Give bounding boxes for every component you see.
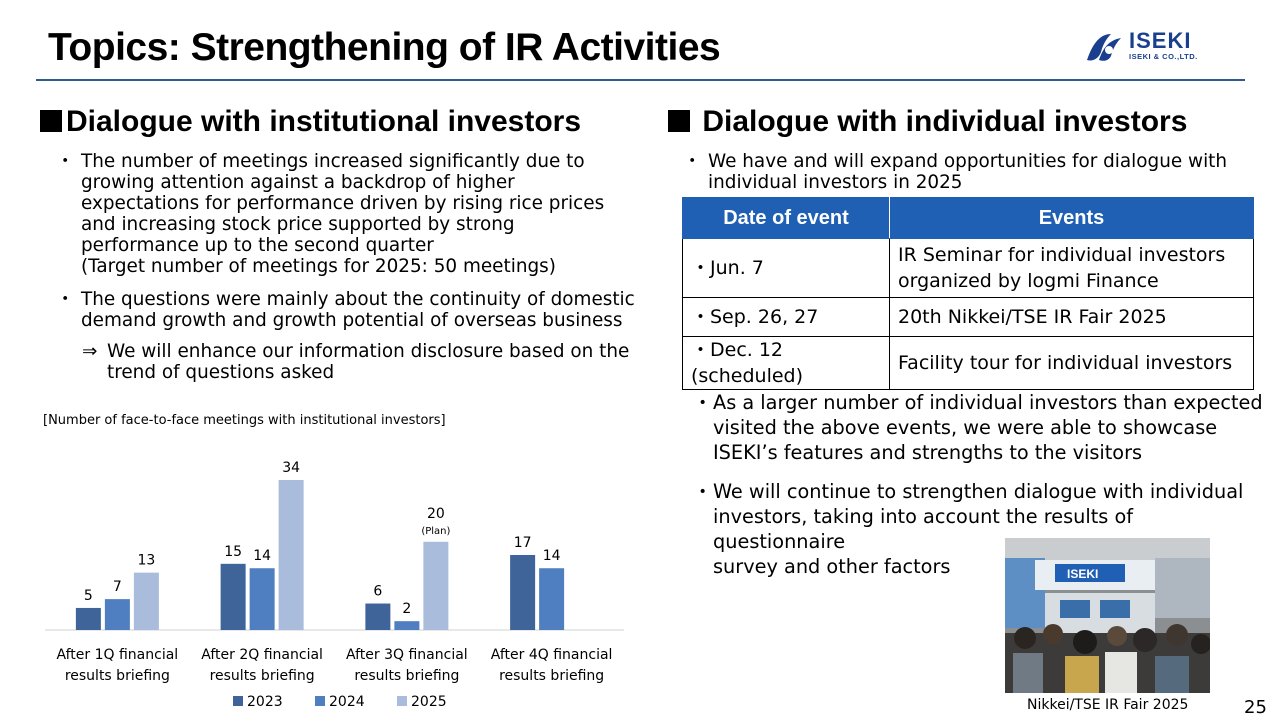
square-bullet-icon — [40, 110, 62, 132]
left-arrow-point: ⇒ We will enhance our information disclo… — [82, 341, 662, 385]
arrow-marker: ⇒ — [82, 341, 98, 362]
bullet-marker: ・ — [693, 391, 713, 414]
legend-label: 2024 — [329, 694, 365, 710]
left-bullet-1: ・ The number of meetings increased signi… — [56, 151, 656, 281]
data-label: 20 — [427, 506, 445, 522]
bullet-marker: ・ — [693, 480, 713, 503]
bar-2024-1 — [104, 599, 130, 630]
square-bullet-icon — [668, 110, 690, 132]
event-date: ・Jun. 7 — [682, 238, 890, 298]
bullet-text: The number of meetings increased signifi… — [81, 151, 605, 277]
data-label: 34 — [282, 460, 300, 476]
company-logo: ISEKI ISEKI & CO.,LTD. — [1083, 30, 1223, 64]
institutional-heading-text: Dialogue with institutional investors — [66, 105, 582, 138]
bullet-marker: ・ — [56, 289, 75, 310]
bar-2025-2 — [278, 480, 304, 630]
category-label: results briefing — [65, 668, 170, 684]
column-header-events: Events — [889, 197, 1254, 239]
right-intro-bullet: ・ We have and will expand opportunities … — [683, 151, 1263, 195]
legend-swatch-2024 — [315, 696, 325, 706]
bar-2024-4 — [539, 568, 565, 630]
right-bullet-2: ・ We will continue to strengthen dialogu… — [693, 479, 1263, 578]
table-row: ・Dec. 12 (scheduled) Facility tour for i… — [682, 336, 1254, 390]
left-bullet-2: ・ The questions were mainly about the co… — [56, 289, 656, 333]
legend-swatch-2023 — [233, 696, 243, 706]
bar-2023-1 — [75, 607, 101, 630]
events-table-header: Date of event Events — [682, 197, 1254, 239]
individual-heading-text: Dialogue with individual investors — [702, 105, 1188, 138]
legend-label: 2023 — [247, 694, 283, 710]
category-label: results briefing — [354, 668, 459, 684]
data-label: 15 — [224, 544, 242, 560]
data-label: 14 — [543, 548, 561, 564]
bullet-text: The questions were mainly about the cont… — [81, 289, 635, 331]
individual-heading: Dialogue with individual investors — [668, 105, 1187, 139]
data-label: 14 — [253, 548, 271, 564]
logo-wordmark: ISEKI — [1129, 28, 1192, 53]
chart-caption: [Number of face-to-face meetings with in… — [43, 413, 446, 428]
event-name: Facility tour for individual investors — [889, 336, 1254, 390]
event-date: ・Dec. 12 (scheduled) — [682, 336, 890, 390]
event-name: IR Seminar for individual investors orga… — [889, 238, 1254, 298]
bar-2025-1 — [133, 572, 159, 630]
title-divider — [36, 79, 1245, 81]
category-label: After 3Q financial — [346, 647, 468, 663]
events-table: Date of event Events ・Jun. 7 IR Seminar … — [682, 197, 1254, 390]
bar-2023-3 — [365, 603, 391, 630]
right-bullet-1: ・ As a larger number of individual inves… — [693, 390, 1263, 470]
bullet-marker: ・ — [56, 151, 75, 172]
legend-label: 2025 — [411, 694, 447, 710]
data-label: 13 — [137, 553, 155, 569]
photo-caption: Nikkei/TSE IR Fair 2025 — [1027, 697, 1189, 713]
bullet-marker: ・ — [683, 151, 702, 172]
ir-fair-photo: ISEKI — [1005, 538, 1210, 693]
data-label: 6 — [373, 584, 382, 600]
plan-annotation: (Plan) — [421, 526, 450, 537]
booth-sign-text: ISEKI — [1067, 567, 1098, 581]
event-date: ・Sep. 26, 27 — [682, 297, 890, 337]
column-header-date: Date of event — [682, 197, 890, 239]
page-title: Topics: Strengthening of IR Activities — [48, 26, 721, 69]
logo-subtext: ISEKI & CO.,LTD. — [1129, 52, 1198, 61]
data-label: 17 — [514, 535, 532, 551]
bar-2024-2 — [249, 568, 275, 630]
ir-fair-photo-image: ISEKI — [1005, 538, 1210, 693]
arrow-text: We will enhance our information disclosu… — [107, 341, 630, 383]
table-row: ・Jun. 7 IR Seminar for individual invest… — [682, 238, 1254, 298]
event-name: 20th Nikkei/TSE IR Fair 2025 — [889, 297, 1254, 337]
iseki-logo-icon — [1087, 34, 1121, 61]
bar-2023-2 — [220, 563, 246, 630]
category-label: After 1Q financial — [57, 647, 179, 663]
page-number: 25 — [1244, 697, 1267, 718]
meetings-bar-chart: 5 7 13 After 1Q financial results briefing 15… — [45, 460, 624, 710]
category-label: results briefing — [210, 668, 315, 684]
category-label: After 2Q financial — [201, 647, 323, 663]
bar-2025-3 — [423, 541, 449, 630]
category-label: After 4Q financial — [491, 647, 613, 663]
legend-swatch-2025 — [397, 696, 407, 706]
bullet-text: As a larger number of individual investo… — [713, 391, 1263, 464]
institutional-heading: Dialogue with institutional investors — [40, 105, 581, 139]
table-row: ・Sep. 26, 27 20th Nikkei/TSE IR Fair 202… — [682, 297, 1254, 337]
bullet-text: We have and will expand opportunities fo… — [708, 151, 1228, 193]
bar-2024-3 — [394, 621, 420, 630]
category-label: results briefing — [499, 668, 604, 684]
data-label: 5 — [84, 588, 93, 604]
bar-2023-4 — [510, 555, 536, 630]
bullet-text: We will continue to strengthen dialogue … — [713, 480, 1244, 578]
data-label: 7 — [113, 579, 122, 595]
data-label: 2 — [402, 601, 411, 617]
